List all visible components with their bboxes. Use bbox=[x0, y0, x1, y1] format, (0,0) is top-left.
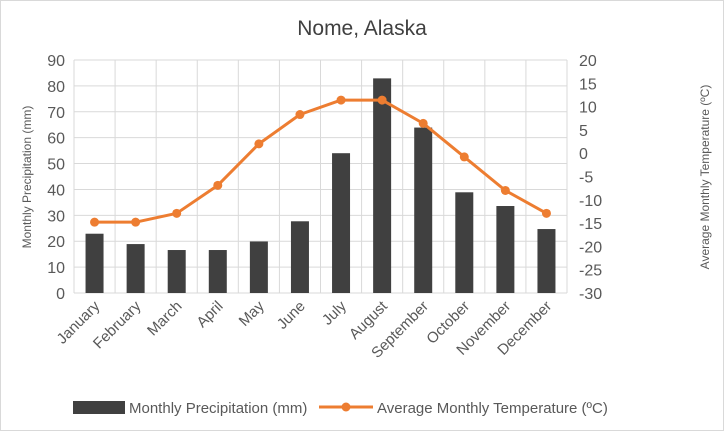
temperature-point bbox=[336, 95, 346, 105]
axes: 0 10 20 30 40 50 60 70 80 90 -30 -25 -20 -15 -10 -5 0 5 10… bbox=[47, 53, 602, 362]
precipitation-bar bbox=[455, 192, 474, 293]
temperature-point bbox=[131, 217, 141, 227]
y2-tick-label: -10 bbox=[579, 193, 602, 210]
temperature-point bbox=[213, 180, 223, 190]
temperature-point bbox=[90, 217, 100, 227]
precipitation-bar bbox=[290, 221, 309, 293]
y-tick-label: 30 bbox=[47, 208, 65, 225]
y2-tick-label: 5 bbox=[579, 123, 588, 140]
precipitation-bars bbox=[85, 78, 556, 294]
legend-bar-swatch bbox=[73, 401, 125, 414]
y-tick-label: 70 bbox=[47, 105, 65, 122]
y2-tick-label: -30 bbox=[579, 286, 602, 303]
y-tick-label: 10 bbox=[47, 260, 65, 277]
precipitation-bar bbox=[373, 78, 392, 294]
temperature-line bbox=[90, 95, 551, 227]
precipitation-bar bbox=[126, 244, 145, 293]
y2-tick-label: 10 bbox=[579, 100, 597, 117]
x-tick-label: March bbox=[144, 298, 185, 339]
y2-tick-label: -20 bbox=[579, 239, 602, 256]
temperature-point bbox=[541, 208, 551, 218]
temperature-point bbox=[254, 139, 264, 149]
temperature-point bbox=[500, 185, 510, 195]
precipitation-bar bbox=[496, 206, 515, 293]
temperature-polyline bbox=[94, 98, 548, 224]
x-tick-label: April bbox=[193, 298, 226, 331]
precipitation-bar bbox=[167, 250, 186, 293]
y-tick-label: 0 bbox=[56, 286, 65, 303]
y-tick-label: 80 bbox=[47, 79, 65, 96]
y-tick-label: 20 bbox=[47, 234, 65, 251]
y2-tick-label: -5 bbox=[579, 170, 593, 187]
x-tick-label: May bbox=[236, 297, 268, 329]
temperature-point bbox=[172, 208, 182, 218]
legend: Monthly Precipitation (mm) Average Month… bbox=[73, 400, 608, 417]
temperature-point bbox=[377, 95, 387, 105]
x-tick-label: July bbox=[319, 297, 350, 328]
chart-title: Nome, Alaska bbox=[297, 17, 427, 40]
precipitation-bar bbox=[85, 233, 104, 293]
y-tick-label: 40 bbox=[47, 182, 65, 199]
legend-precipitation-label: Monthly Precipitation (mm) bbox=[129, 400, 307, 417]
temperature-point bbox=[459, 152, 469, 162]
temperature-point bbox=[418, 118, 428, 128]
precipitation-bar bbox=[208, 250, 227, 293]
legend-marker-icon bbox=[341, 402, 351, 412]
y2-tick-label: 0 bbox=[579, 146, 588, 163]
temperature-point bbox=[295, 110, 305, 120]
y2-tick-label: 15 bbox=[579, 76, 597, 93]
x-tick-label: June bbox=[274, 298, 309, 333]
y2-tick-label: 20 bbox=[579, 53, 597, 70]
y-tick-label: 90 bbox=[47, 53, 65, 70]
precipitation-bar bbox=[332, 153, 351, 293]
y2-tick-label: -25 bbox=[579, 263, 602, 280]
precipitation-bar bbox=[249, 241, 268, 293]
precipitation-bar bbox=[414, 127, 433, 293]
legend-temperature-label: Average Monthly Temperature (ºC) bbox=[377, 400, 608, 417]
y-axis-label: Monthly Precipitation (mm) bbox=[20, 106, 34, 249]
y2-tick-label: -15 bbox=[579, 216, 602, 233]
y2-axis-label: Average Monthly Temperature (ºC) bbox=[698, 85, 712, 270]
precipitation-bar bbox=[537, 229, 556, 293]
gridlines bbox=[73, 59, 568, 294]
y-tick-label: 50 bbox=[47, 157, 65, 174]
y-tick-label: 60 bbox=[47, 131, 65, 148]
